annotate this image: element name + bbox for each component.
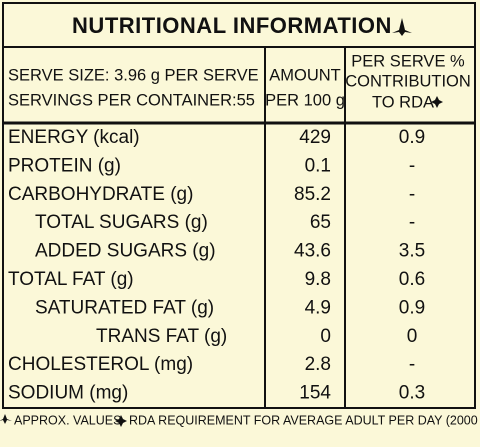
rda-heading: CONTRIBUTION (345, 72, 471, 90)
amount-per-100g: 429 (299, 127, 331, 148)
nutrient-name: CHOLESTEROL (mg) (8, 354, 193, 375)
serve-size: SERVE SIZE: 3.96 g PER SERVE (8, 66, 259, 84)
amount-per-100g: 85.2 (294, 184, 331, 205)
nutrient-name: PROTEIN (g) (8, 155, 121, 176)
rda-percent: 0.9 (399, 297, 425, 318)
nutrient-name: ENERGY (kcal) (8, 127, 140, 148)
amount-per-100g: 0.1 (305, 155, 331, 176)
nutrient-name: SODIUM (mg) (8, 383, 128, 404)
rda-percent: 3.5 (399, 241, 425, 262)
rda-percent: 0.9 (399, 127, 425, 148)
nutrient-name: ADDED SUGARS (g) (35, 241, 216, 262)
nutrient-name: TOTAL SUGARS (g) (35, 212, 208, 233)
servings: SERVINGS PER CONTAINER:55 (8, 91, 255, 109)
rda-percent: - (409, 184, 415, 205)
rda-heading: PER SERVE % (351, 52, 465, 70)
approx-symbol (0, 414, 12, 424)
title: NUTRITIONAL INFORMATION (72, 13, 392, 38)
amount-heading: PER 100 g (265, 91, 345, 109)
footer-rda: RDA REQUIREMENT FOR AVERAGE ADULT PER DA… (129, 413, 480, 427)
nutrient-name: CARBOHYDRATE (g) (8, 184, 193, 205)
rda-percent: - (409, 354, 415, 375)
rda-heading: TO RDA (372, 93, 434, 111)
rda-percent: - (409, 212, 415, 233)
outer-border (2, 2, 476, 409)
amount-per-100g: 4.9 (305, 297, 331, 318)
rda-percent: 0.3 (399, 383, 425, 404)
rda-percent: - (409, 155, 415, 176)
rda-symbol (431, 96, 443, 108)
amount-per-100g: 9.8 (305, 269, 331, 290)
amount-per-100g: 65 (310, 212, 331, 233)
rda-percent: 0.6 (399, 269, 425, 290)
amount-per-100g: 43.6 (294, 241, 331, 262)
nutrient-name: SATURATED FAT (g) (35, 297, 214, 318)
rda-symbol (115, 415, 127, 427)
amount-per-100g: 0 (320, 326, 331, 347)
amount-per-100g: 2.8 (305, 354, 331, 375)
table-body: ENERGY (kcal) 429 0.9 PROTEIN (g) 0.1 - CARBOH… (8, 127, 425, 404)
approx-symbol (392, 18, 412, 36)
nutrient-name: TOTAL FAT (g) (8, 269, 134, 290)
footer-approx: APPROX. VALUES (14, 413, 121, 427)
amount-heading: AMOUNT (269, 66, 341, 84)
rda-percent: 0 (407, 326, 418, 347)
nutrient-name: TRANS FAT (g) (96, 326, 227, 347)
amount-per-100g: 154 (299, 383, 331, 404)
